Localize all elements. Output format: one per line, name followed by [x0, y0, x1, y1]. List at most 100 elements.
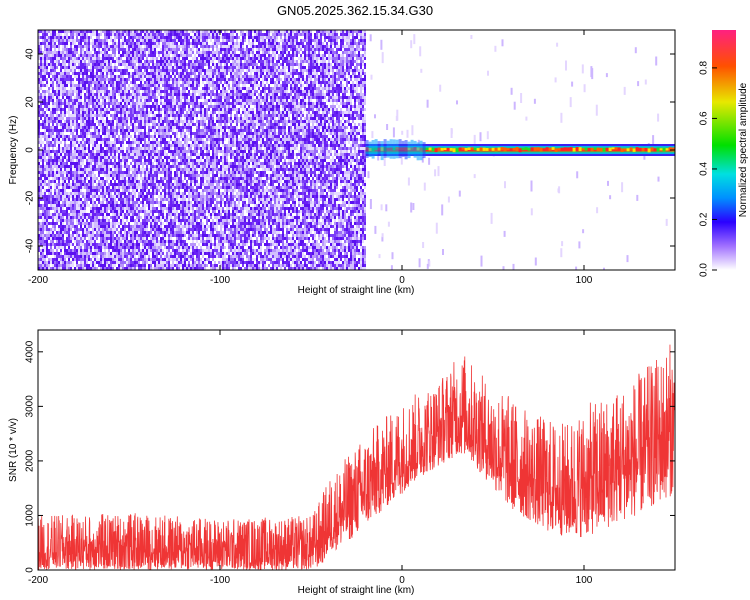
heatmap-cell — [72, 120, 74, 123]
heatmap-cell — [54, 246, 56, 249]
heatmap-cell — [134, 186, 136, 189]
heatmap-cell — [68, 165, 70, 168]
heatmap-cell — [62, 261, 64, 264]
heatmap-cell — [170, 33, 172, 36]
heatmap-cell — [172, 96, 174, 99]
heatmap-cell — [102, 138, 104, 141]
heatmap-cell — [116, 30, 118, 33]
heatmap-cell — [88, 39, 90, 42]
heatmap-cell — [150, 48, 152, 51]
heatmap-cell — [38, 168, 40, 171]
heatmap-cell — [164, 99, 166, 102]
heatmap-cell — [132, 117, 134, 120]
heatmap-cell — [60, 234, 62, 237]
heatmap-cell — [118, 255, 120, 258]
heatmap-cell — [152, 147, 154, 150]
heatmap-cell — [128, 147, 130, 150]
heatmap-cell — [104, 96, 106, 99]
heatmap-cell — [140, 147, 142, 150]
heatmap-cell — [104, 114, 106, 117]
heatmap-cell — [82, 48, 84, 51]
heatmap-cell — [114, 90, 116, 93]
heatmap-cell — [88, 246, 90, 249]
heatmap-cell — [76, 258, 78, 261]
heatmap-cell — [102, 42, 104, 45]
heatmap-cell — [130, 216, 132, 219]
heatmap-cell — [114, 213, 116, 216]
heatmap-cell — [66, 195, 68, 198]
heatmap-cell — [76, 117, 78, 120]
heatmap-cell — [176, 57, 178, 60]
heatmap-cell — [56, 243, 58, 246]
heatmap-cell — [148, 150, 150, 153]
heatmap-cell — [78, 75, 80, 78]
heatmap-cell — [92, 234, 94, 237]
heatmap-cell — [86, 129, 88, 132]
heatmap-cell — [112, 114, 114, 117]
heatmap-cell — [126, 198, 128, 201]
heatmap-cell — [174, 75, 176, 78]
heatmap-cell — [74, 45, 76, 48]
heatmap-cell — [116, 243, 118, 246]
heatmap-cell — [160, 126, 162, 129]
heatmap-cell — [102, 111, 104, 114]
heatmap-cell — [72, 99, 74, 102]
heatmap-cell — [160, 210, 162, 213]
heatmap-cell — [62, 72, 64, 75]
heatmap-cell — [122, 105, 124, 108]
heatmap-cell — [126, 90, 128, 93]
heatmap-cell — [76, 99, 78, 102]
heatmap-cell — [150, 213, 152, 216]
heatmap-cell — [154, 123, 156, 126]
heatmap-cell — [86, 42, 88, 45]
heatmap-cell — [168, 171, 170, 174]
heatmap-cell — [82, 243, 84, 246]
heatmap-cell — [172, 222, 174, 225]
heatmap-cell — [158, 171, 160, 174]
heatmap-cell — [106, 33, 108, 36]
heatmap-cell — [88, 138, 90, 141]
heatmap-cell — [126, 132, 128, 135]
heatmap-cell — [150, 51, 152, 54]
heatmap-cell — [80, 174, 82, 177]
heatmap-cell — [134, 45, 136, 48]
heatmap-cell — [162, 249, 164, 252]
heatmap-cell — [136, 174, 138, 177]
heatmap-cell — [152, 51, 154, 54]
heatmap-cell — [142, 201, 144, 204]
heatmap-cell — [64, 189, 66, 192]
heatmap-cell — [172, 234, 174, 237]
heatmap-cell — [98, 249, 100, 252]
heatmap-cell — [158, 156, 160, 159]
heatmap-cell — [96, 156, 98, 159]
heatmap-cell — [178, 120, 180, 123]
heatmap-cell — [138, 120, 140, 123]
heatmap-cell — [154, 210, 156, 213]
heatmap-cell — [38, 87, 40, 90]
heatmap-cell — [126, 141, 128, 144]
heatmap-cell — [54, 57, 56, 60]
heatmap-cell — [142, 123, 144, 126]
heatmap-cell — [156, 78, 158, 81]
heatmap-cell — [96, 234, 98, 237]
heatmap-cell — [80, 72, 82, 75]
heatmap-cell — [136, 117, 138, 120]
heatmap-cell — [130, 48, 132, 51]
heatmap-cell — [52, 66, 54, 69]
heatmap-cell — [176, 30, 178, 33]
heatmap-cell — [74, 162, 76, 165]
heatmap-cell — [162, 138, 164, 141]
heatmap-cell — [62, 192, 64, 195]
heatmap-cell — [110, 156, 112, 159]
heatmap-cell — [162, 60, 164, 63]
heatmap-cell — [106, 153, 108, 156]
heatmap-cell — [78, 267, 80, 270]
heatmap-cell — [166, 66, 168, 69]
heatmap-cell — [64, 246, 66, 249]
heatmap-cell — [44, 93, 46, 96]
heatmap-cell — [74, 180, 76, 183]
heatmap-cell — [58, 54, 60, 57]
heatmap-cell — [126, 189, 128, 192]
heatmap-cell — [106, 264, 108, 267]
heatmap-cell — [134, 153, 136, 156]
